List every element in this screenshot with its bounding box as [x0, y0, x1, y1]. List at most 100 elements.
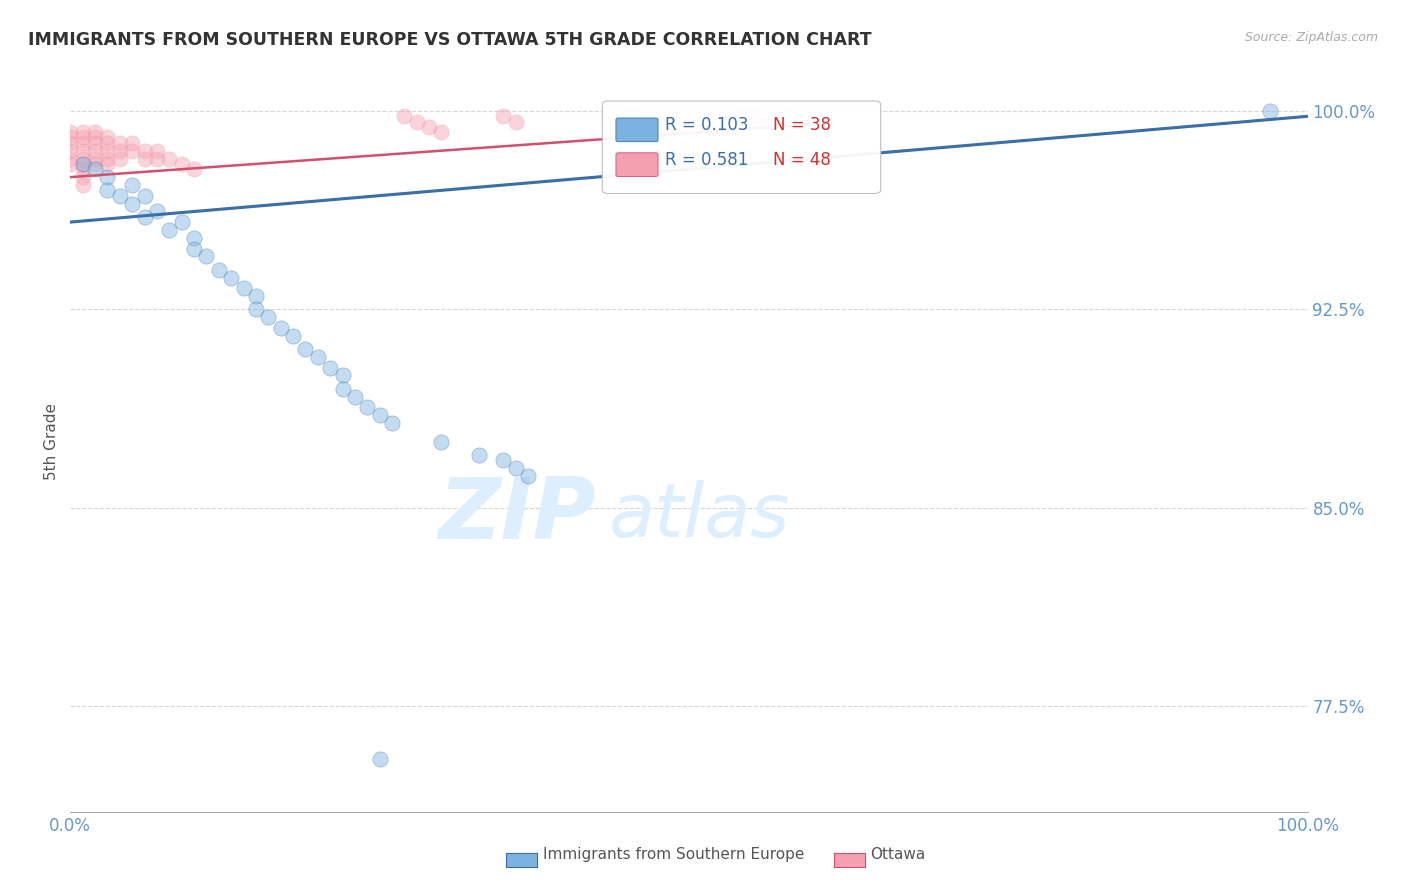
- Point: [381, 416, 404, 430]
- Point: [108, 144, 131, 158]
- Point: [356, 400, 378, 414]
- Point: [84, 157, 107, 171]
- Point: [121, 196, 143, 211]
- Text: IMMIGRANTS FROM SOUTHERN EUROPE VS OTTAWA 5TH GRADE CORRELATION CHART: IMMIGRANTS FROM SOUTHERN EUROPE VS OTTAW…: [28, 31, 872, 49]
- Point: [84, 125, 107, 139]
- Point: [430, 434, 453, 449]
- Point: [84, 144, 107, 158]
- Point: [405, 114, 427, 128]
- Point: [467, 448, 489, 462]
- Point: [72, 125, 94, 139]
- Point: [108, 188, 131, 202]
- Point: [96, 144, 118, 158]
- Point: [332, 368, 354, 383]
- FancyBboxPatch shape: [616, 153, 658, 177]
- Point: [59, 136, 82, 150]
- Point: [343, 390, 366, 404]
- Text: R = 0.581: R = 0.581: [665, 152, 749, 169]
- Point: [430, 125, 453, 139]
- Point: [72, 144, 94, 158]
- Point: [121, 136, 143, 150]
- Point: [418, 120, 440, 134]
- Point: [134, 188, 156, 202]
- Point: [72, 130, 94, 145]
- Point: [146, 204, 169, 219]
- Text: R = 0.103: R = 0.103: [665, 117, 749, 135]
- Point: [765, 120, 787, 134]
- Point: [72, 162, 94, 177]
- Point: [134, 210, 156, 224]
- Point: [307, 350, 329, 364]
- Point: [84, 152, 107, 166]
- Point: [257, 310, 280, 325]
- Point: [492, 453, 515, 467]
- Point: [776, 125, 799, 139]
- Point: [281, 328, 304, 343]
- Text: atlas: atlas: [609, 480, 790, 551]
- Text: Ottawa: Ottawa: [870, 847, 925, 862]
- Point: [72, 178, 94, 192]
- Point: [96, 130, 118, 145]
- Point: [121, 144, 143, 158]
- Point: [208, 262, 231, 277]
- Point: [183, 231, 205, 245]
- Point: [157, 223, 180, 237]
- Point: [96, 152, 118, 166]
- Point: [270, 321, 292, 335]
- Point: [72, 157, 94, 171]
- Point: [72, 157, 94, 171]
- Point: [319, 360, 342, 375]
- Point: [157, 152, 180, 166]
- Point: [146, 144, 169, 158]
- Text: Source: ZipAtlas.com: Source: ZipAtlas.com: [1244, 31, 1378, 45]
- Point: [96, 157, 118, 171]
- Point: [96, 183, 118, 197]
- Point: [134, 144, 156, 158]
- Y-axis label: 5th Grade: 5th Grade: [44, 403, 59, 480]
- Point: [1260, 103, 1282, 118]
- Point: [84, 130, 107, 145]
- Point: [59, 152, 82, 166]
- Point: [146, 152, 169, 166]
- FancyBboxPatch shape: [616, 118, 658, 142]
- Point: [59, 125, 82, 139]
- Point: [108, 152, 131, 166]
- Point: [72, 170, 94, 185]
- Point: [740, 109, 762, 123]
- FancyBboxPatch shape: [602, 101, 880, 194]
- Point: [195, 250, 218, 264]
- Point: [517, 469, 540, 483]
- Point: [245, 302, 267, 317]
- Point: [394, 109, 416, 123]
- Point: [752, 114, 775, 128]
- Text: Immigrants from Southern Europe: Immigrants from Southern Europe: [543, 847, 804, 862]
- Point: [84, 136, 107, 150]
- Point: [59, 130, 82, 145]
- Text: N = 48: N = 48: [773, 152, 831, 169]
- Point: [368, 752, 391, 766]
- Point: [170, 157, 193, 171]
- Point: [134, 152, 156, 166]
- Point: [121, 178, 143, 192]
- Point: [108, 136, 131, 150]
- Text: ZIP: ZIP: [439, 474, 596, 558]
- Point: [492, 109, 515, 123]
- Point: [59, 157, 82, 171]
- Text: N = 38: N = 38: [773, 117, 831, 135]
- Point: [245, 289, 267, 303]
- Point: [294, 342, 316, 356]
- Point: [84, 162, 107, 177]
- Point: [505, 114, 527, 128]
- Point: [368, 408, 391, 422]
- Point: [72, 136, 94, 150]
- Point: [72, 152, 94, 166]
- Point: [170, 215, 193, 229]
- Point: [183, 242, 205, 256]
- Point: [183, 162, 205, 177]
- Point: [232, 281, 254, 295]
- Point: [332, 382, 354, 396]
- Point: [96, 170, 118, 185]
- Point: [96, 136, 118, 150]
- Point: [505, 461, 527, 475]
- Point: [59, 144, 82, 158]
